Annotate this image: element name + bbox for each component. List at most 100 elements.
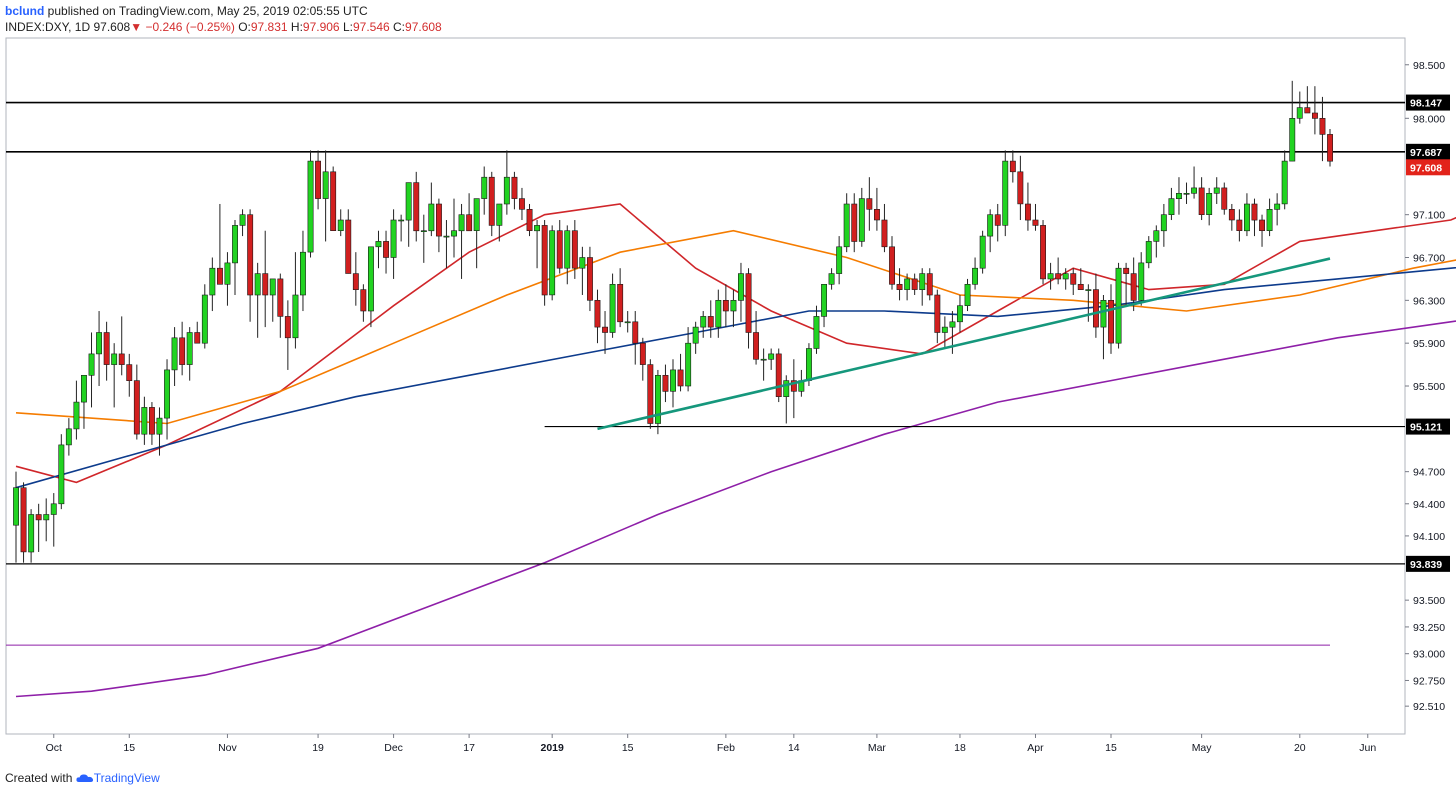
candle xyxy=(639,337,646,381)
moving-average-line-3 xyxy=(15,266,1456,489)
candle xyxy=(579,246,586,295)
candle-body-up xyxy=(88,353,95,376)
candle xyxy=(1244,193,1250,237)
candle xyxy=(224,252,231,306)
price-tick-label: 94.100 xyxy=(1413,531,1445,543)
symbol-name[interactable]: INDEX:DXY, 1D xyxy=(5,20,91,34)
candle-body-up xyxy=(737,273,744,301)
candle-body-up xyxy=(685,342,692,387)
price-tick-label: 96.700 xyxy=(1413,253,1445,265)
candle-body-up xyxy=(534,225,541,232)
candle xyxy=(322,150,329,242)
price-tick-label: 96.300 xyxy=(1413,295,1445,307)
candle xyxy=(473,198,480,269)
level-price-tag xyxy=(1406,418,1450,435)
price-tick-label: 98.000 xyxy=(1413,113,1445,125)
candle-body-up xyxy=(254,273,261,296)
candle xyxy=(307,150,314,258)
candle xyxy=(435,198,442,253)
candle-body-up xyxy=(292,294,299,339)
candle-body-up xyxy=(428,203,435,232)
candle-body-up xyxy=(390,219,397,258)
time-tick-label: Feb xyxy=(717,742,735,754)
candle-body-up xyxy=(1296,107,1303,119)
candle-body-down xyxy=(1032,219,1039,226)
time-tick-label: Nov xyxy=(218,742,237,754)
level-price-label: 95.121 xyxy=(1410,422,1442,434)
candle xyxy=(420,214,427,263)
tradingview-cloud-icon xyxy=(76,774,93,782)
moving-averages xyxy=(6,203,1456,698)
candle-body-up xyxy=(224,262,231,285)
price-axis[interactable]: 98.500 98.000 97.100 96.700 96.300 95.900 95.5… xyxy=(1405,60,1450,713)
candle-body-down xyxy=(753,332,760,360)
moving-average-line-1 xyxy=(15,203,1456,484)
time-tick-label: 15 xyxy=(622,742,634,754)
candle xyxy=(451,198,457,258)
candle xyxy=(1047,262,1054,290)
candle xyxy=(828,268,835,290)
candle-body-up xyxy=(730,299,737,312)
candle-body-up xyxy=(171,337,178,371)
candle-body-up xyxy=(269,278,276,296)
time-tick-label: Mar xyxy=(868,742,887,754)
time-tick-label: 14 xyxy=(788,742,800,754)
candle xyxy=(1160,203,1167,247)
candle xyxy=(126,353,133,397)
candle xyxy=(1198,177,1205,221)
candle-body-up xyxy=(337,219,344,231)
candle xyxy=(201,284,208,349)
publish-info: bclund published on TradingView.com, May… xyxy=(5,4,368,18)
author-link[interactable]: bclund xyxy=(5,4,45,18)
candle-body-up xyxy=(209,267,216,296)
candle-body-up xyxy=(481,176,488,199)
candle xyxy=(28,509,35,563)
candle-body-down xyxy=(20,487,27,553)
candle xyxy=(919,268,926,306)
high-value: 97.906 xyxy=(302,20,340,34)
candle-body-down xyxy=(126,364,133,382)
candle-body-down xyxy=(1304,107,1311,114)
candle xyxy=(337,209,344,237)
candle xyxy=(737,262,744,322)
candle xyxy=(1108,284,1115,354)
candle-body-up xyxy=(1002,160,1009,226)
candle xyxy=(1228,203,1235,231)
candle-body-down xyxy=(1017,171,1024,205)
price-tick-label: 95.500 xyxy=(1413,381,1445,393)
candle-body-up xyxy=(843,203,850,248)
candle-body-up xyxy=(96,332,103,355)
candle-body-down xyxy=(466,214,473,232)
candle-body-down xyxy=(851,203,858,242)
candle-body-up xyxy=(805,348,812,381)
candle xyxy=(511,171,518,210)
candle-body-down xyxy=(790,380,797,392)
candle-body-up xyxy=(609,283,616,333)
time-axis[interactable]: Oct 15 Nov 19 Dec 17 2019 15 Feb 14 Mar 18 Apr 15 May 2… xyxy=(46,734,1377,754)
candle xyxy=(775,348,782,403)
candle-body-up xyxy=(13,487,19,526)
candle xyxy=(1266,198,1273,237)
low-value: 97.546 xyxy=(352,20,390,34)
candle xyxy=(43,498,50,542)
candle xyxy=(164,359,170,440)
candle-body-up xyxy=(979,235,986,269)
candle-body-down xyxy=(707,316,714,328)
symbol-legend: INDEX:DXY, 1D 97.608▼ −0.246 (−0.25%) O:… xyxy=(5,20,442,34)
candle-body-up xyxy=(81,374,87,403)
candle-body-up xyxy=(904,278,911,290)
candle xyxy=(1093,273,1099,338)
candle xyxy=(156,407,163,456)
candle-body-down xyxy=(488,176,495,226)
candle xyxy=(186,327,193,381)
candle-body-up xyxy=(141,407,148,435)
candle xyxy=(1274,193,1281,226)
support-trendline xyxy=(597,257,1331,431)
tradingview-brand[interactable]: TradingView xyxy=(93,771,160,785)
candle xyxy=(73,380,80,440)
candle xyxy=(496,203,503,242)
candle-body-up xyxy=(186,332,193,365)
candle-body-down xyxy=(775,353,782,397)
time-tick-label: Apr xyxy=(1027,742,1044,754)
